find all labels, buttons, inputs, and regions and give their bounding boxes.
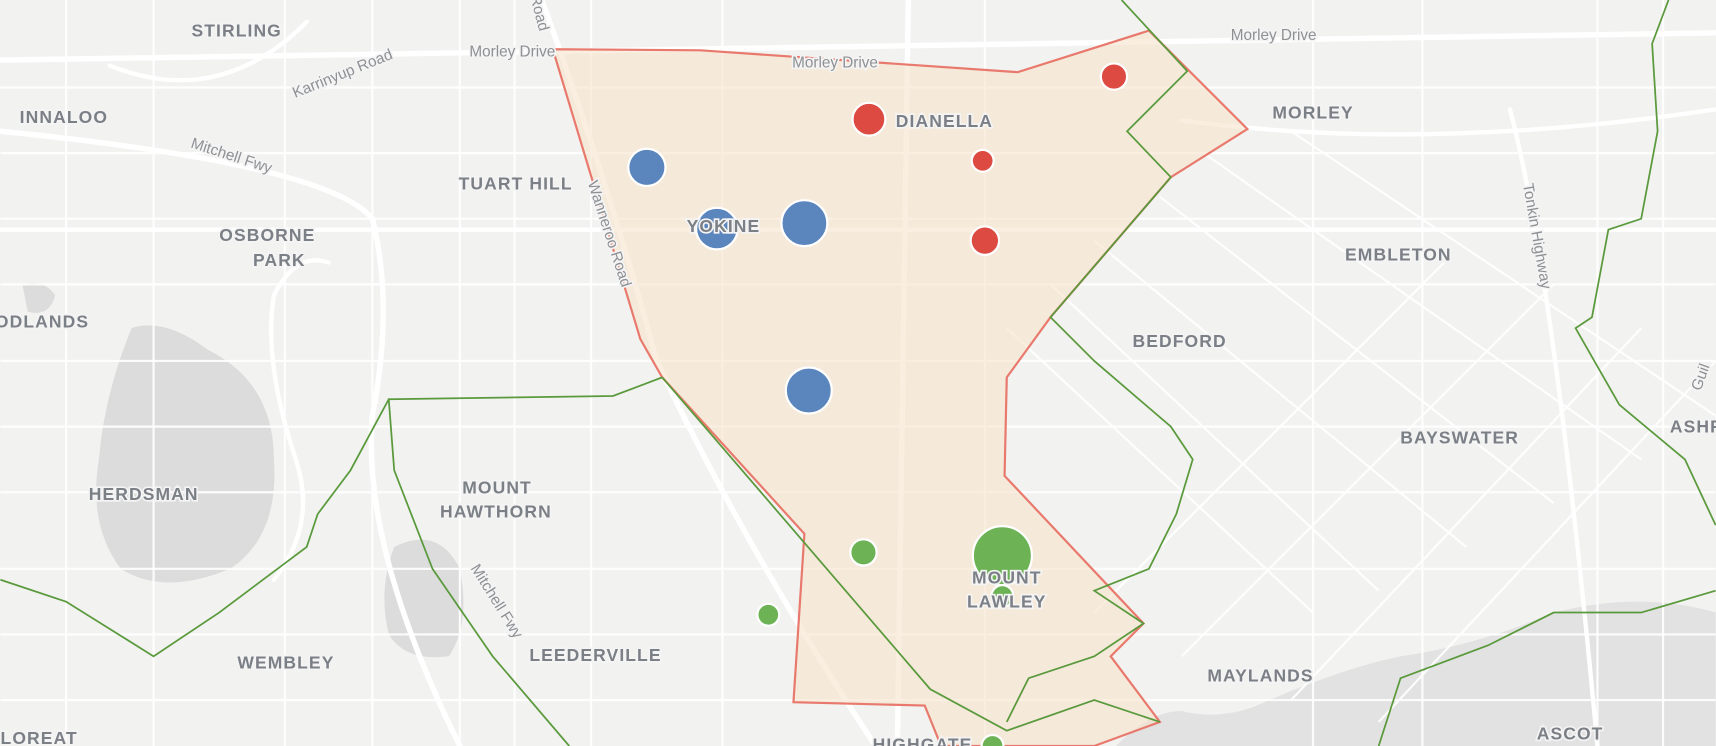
- river: [1116, 601, 1716, 746]
- suburb-label: MOUNT: [972, 567, 1042, 587]
- suburb-label: TUART HILL: [459, 173, 573, 193]
- suburb-label: YOKINE: [687, 216, 761, 236]
- suburb-label: ODLANDS: [0, 311, 89, 331]
- suburb-label: FLOREAT: [0, 728, 78, 746]
- suburb-label: ASHF: [1670, 416, 1716, 436]
- suburb-label: HIGHGATE: [873, 735, 973, 746]
- point[interactable]: [969, 225, 1001, 256]
- suburb-label: BAYSWATER: [1400, 427, 1519, 447]
- suburb-label: LAWLEY: [967, 591, 1046, 611]
- point[interactable]: [970, 148, 995, 173]
- lake: [96, 325, 275, 583]
- suburb-label: PARK: [253, 250, 306, 270]
- road-label: Morley Drive: [469, 44, 555, 61]
- lake: [22, 283, 56, 313]
- point[interactable]: [695, 206, 739, 251]
- point[interactable]: [980, 733, 1005, 746]
- suburb-label: HAWTHORN: [440, 502, 552, 522]
- suburb-label: MORLEY: [1272, 102, 1353, 122]
- suburb-label: DIANELLA: [896, 111, 993, 131]
- point[interactable]: [627, 147, 667, 188]
- suburb-label: BEDFORD: [1132, 331, 1226, 351]
- suburb-label: STIRLING: [191, 20, 281, 40]
- suburb-label: OSBORNE: [219, 225, 315, 245]
- suburb-label: INNALOO: [20, 107, 108, 127]
- point[interactable]: [851, 101, 887, 137]
- suburb-label: ASCOT: [1537, 724, 1604, 744]
- suburb-label: MOUNT: [462, 478, 532, 498]
- point[interactable]: [990, 584, 1015, 609]
- suburb-label: HERDSMAN: [89, 484, 199, 504]
- point[interactable]: [1099, 62, 1129, 91]
- point[interactable]: [784, 366, 833, 415]
- suburb-label: LEEDERVILLE: [529, 645, 661, 665]
- suburb-label: MAYLANDS: [1207, 666, 1313, 686]
- suburb-label: EMBLETON: [1345, 245, 1452, 265]
- road-label: Morley Drive: [1231, 27, 1317, 44]
- road-label: Morley Drive: [792, 54, 878, 71]
- point[interactable]: [756, 602, 781, 627]
- point[interactable]: [780, 199, 829, 248]
- points: [627, 62, 1129, 746]
- suburb-label: WEMBLEY: [237, 653, 334, 673]
- point[interactable]: [849, 538, 878, 567]
